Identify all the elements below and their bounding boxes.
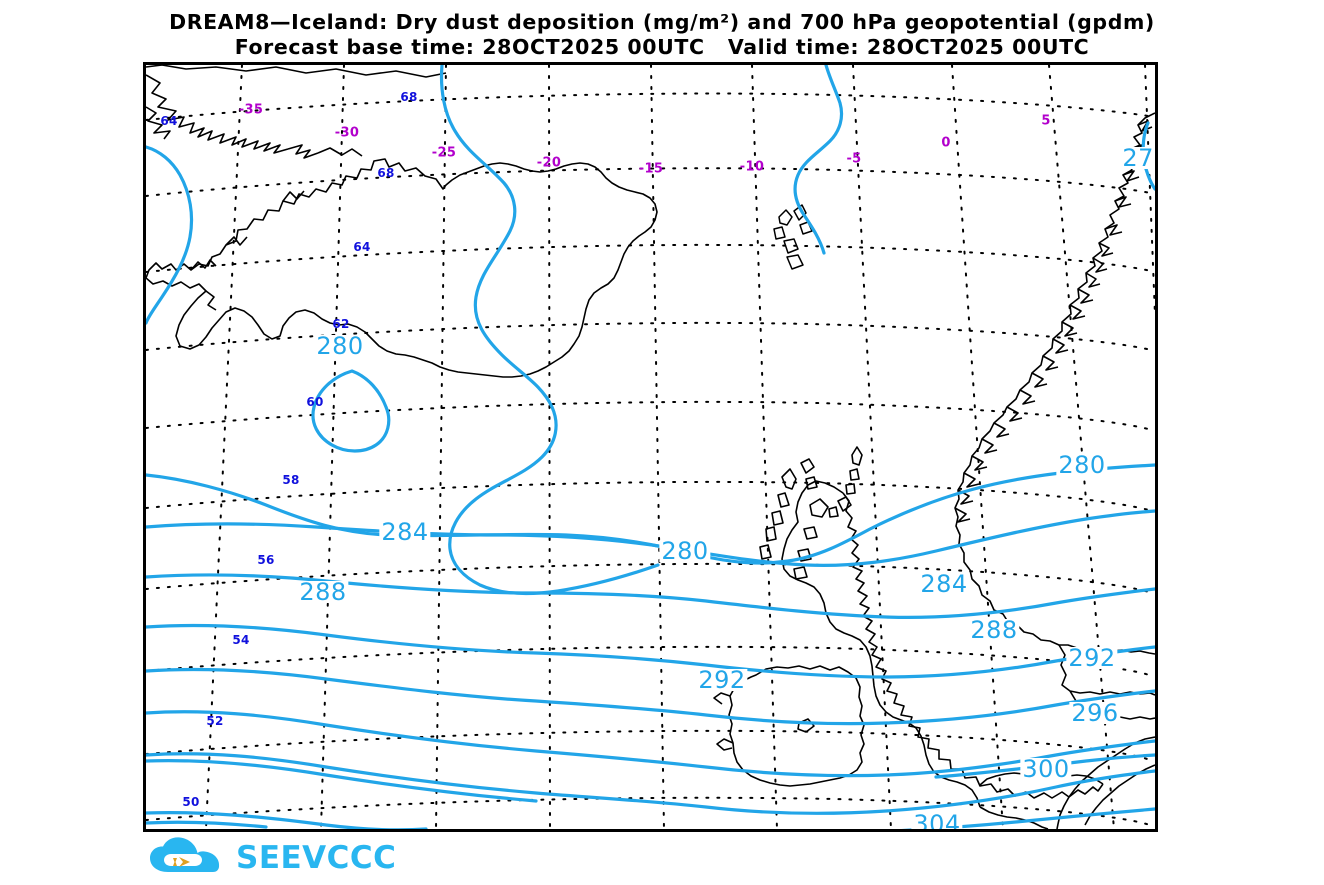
contour-288-main <box>146 573 1155 619</box>
contour-292-main <box>146 667 1155 726</box>
chart-subtitle: Forecast base time: 28OCT2025 00UTC Vali… <box>234 35 1090 59</box>
contour-276 <box>1141 121 1155 191</box>
meridian-gridlines <box>205 65 1155 829</box>
parallel-gridlines <box>146 92 1155 828</box>
contour-288b <box>146 623 1155 679</box>
contour-300-e <box>934 753 1155 779</box>
map-canvas <box>146 65 1155 829</box>
contour-trough-west <box>439 65 660 596</box>
contour-extra-sw <box>146 820 268 829</box>
arrow-icon <box>179 857 190 867</box>
chart-title-block: DREAM8—Iceland: Dry dust deposition (mg/… <box>0 10 1324 60</box>
contour-280-main <box>146 463 1155 565</box>
logo-text: SEEVCCC <box>236 840 397 876</box>
seevccc-logo: SEEVCCC <box>146 836 396 880</box>
geopotential-contours <box>146 65 1155 829</box>
contour-296b <box>146 752 1155 815</box>
contour-284-main <box>146 509 1155 567</box>
contour-280-closed-low <box>311 369 391 453</box>
contour-276-west <box>146 145 194 325</box>
contour-304-e <box>900 807 1155 829</box>
contour-trough-east <box>793 65 844 255</box>
map-panel: -35 -30 -25 -20 -15 -10 -5 0 5 68 68 64 … <box>143 62 1158 832</box>
contour-296-main <box>146 710 1155 778</box>
contour-304-w <box>146 811 428 829</box>
arrow-chevron-icon <box>173 858 177 866</box>
page-title: DREAM8—Iceland: Dry dust deposition (mg/… <box>169 10 1155 34</box>
cloud-logo-icon <box>150 837 220 872</box>
contour-300-w <box>146 759 538 803</box>
